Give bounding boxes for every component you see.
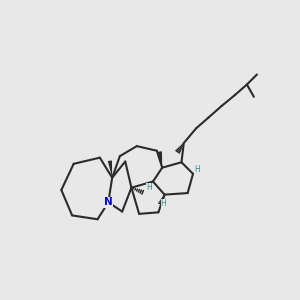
Text: H: H xyxy=(161,200,167,208)
Text: N: N xyxy=(104,197,113,207)
Polygon shape xyxy=(108,160,112,178)
Polygon shape xyxy=(158,151,162,168)
Text: H: H xyxy=(146,183,152,192)
Text: H: H xyxy=(195,166,200,175)
